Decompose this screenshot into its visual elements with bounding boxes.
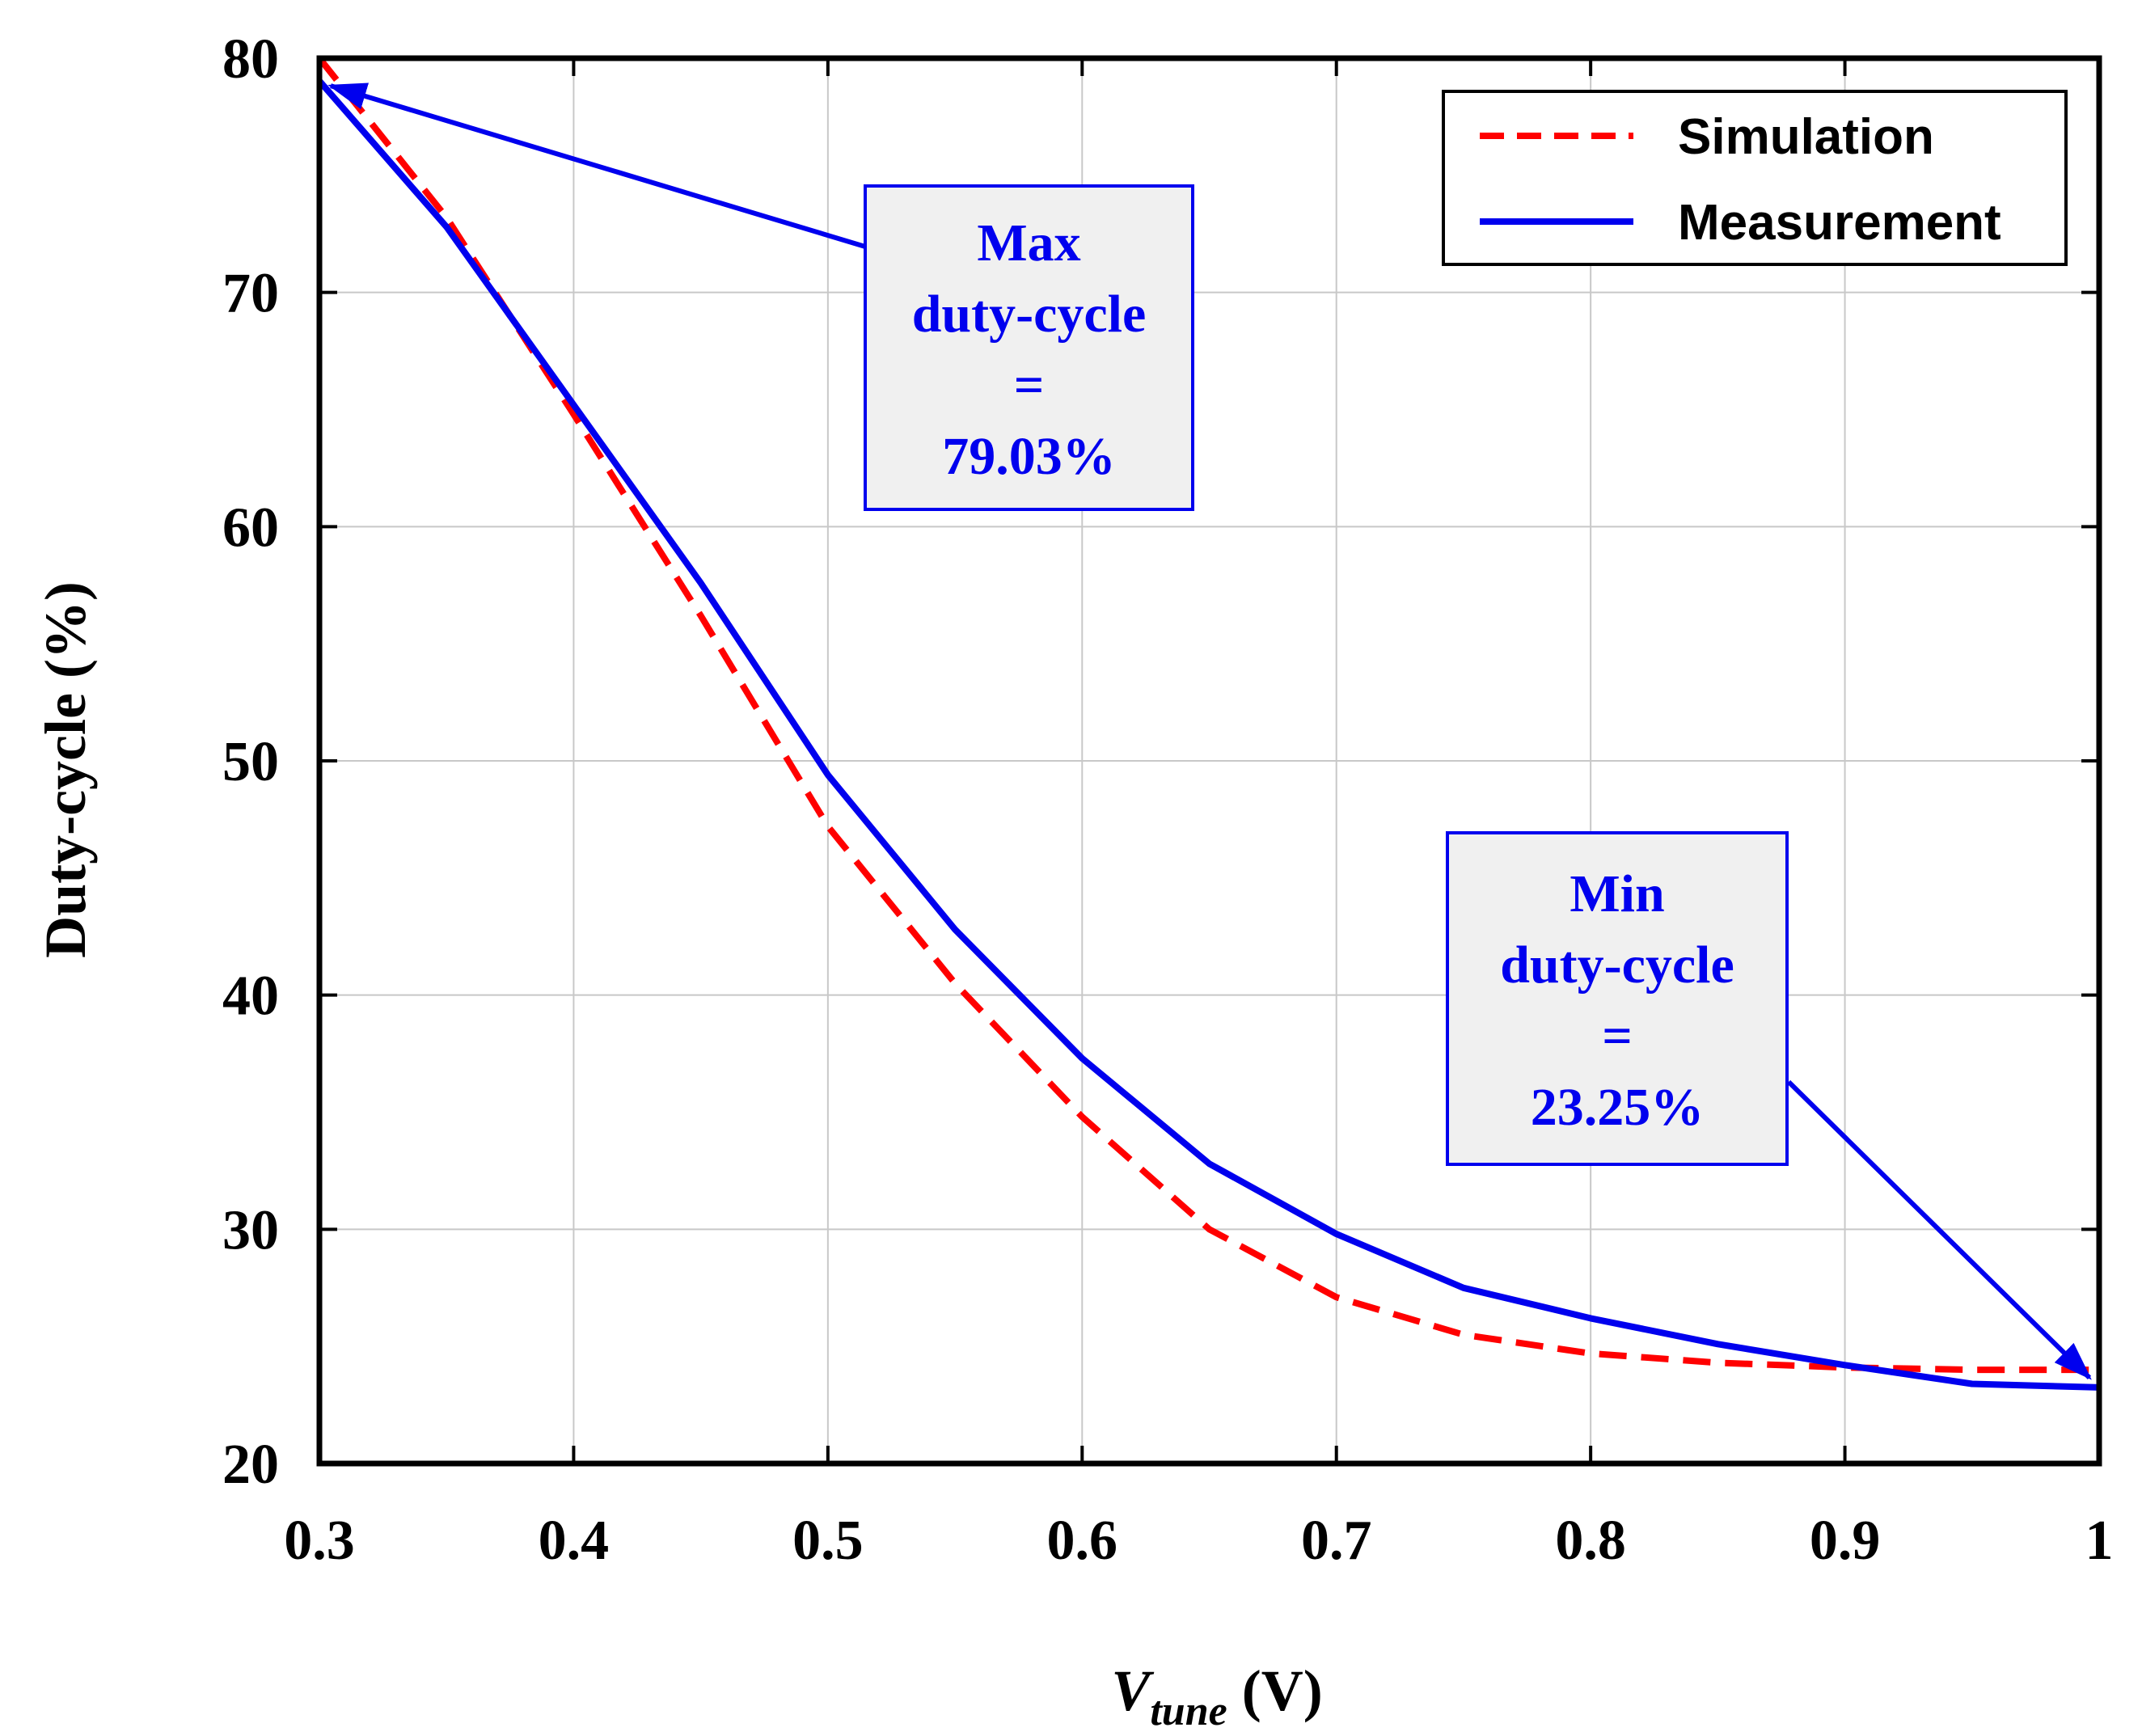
annotation-text-line: duty-cycle [912, 285, 1147, 344]
annotation-text-line: duty-cycle [1500, 936, 1734, 995]
annotation-min: Min duty-cycle = 23.25% [1446, 831, 2092, 1380]
y-tick-label: 30 [222, 1199, 279, 1261]
annotation-arrow [1786, 1079, 2092, 1380]
x-tick-label: 0.3 [284, 1510, 355, 1572]
y-tick-label: 50 [222, 731, 279, 793]
axis-ticks: 0.3 0.4 0.5 0.6 0.7 0.8 0.9 1 20 30 40 50 60 70 80 [222, 28, 2114, 1572]
x-axis-title-main: V [1111, 1658, 1154, 1723]
legend-label-measurement: Measurement [1678, 195, 2001, 251]
series-line-simulation [316, 56, 2099, 1374]
annotation-text-line: 23.25% [1531, 1078, 1705, 1137]
legend-box [1442, 90, 2068, 266]
x-tick-label: 1 [2085, 1510, 2114, 1572]
annotation-arrow [327, 82, 866, 249]
x-axis-title-unit: (V) [1227, 1658, 1323, 1723]
y-tick-label: 20 [222, 1434, 279, 1496]
annotation-max: Max duty-cycle = 79.03% [327, 82, 1194, 511]
x-tick-label: 0.8 [1555, 1510, 1626, 1572]
x-tick-label: 0.7 [1301, 1510, 1372, 1572]
x-tick-label: 0.4 [539, 1510, 610, 1572]
annotation-text-line: 79.03% [942, 427, 1116, 486]
legend-label-simulation: Simulation [1678, 109, 1934, 165]
y-axis-title: Duty-cycle (%) [33, 581, 98, 958]
x-axis-title: Vtune (V) [1111, 1658, 1322, 1734]
y-tick-label: 70 [222, 263, 279, 325]
annotation-box [864, 184, 1194, 511]
y-tick-label: 80 [222, 28, 279, 91]
annotation-box [1446, 831, 1789, 1166]
annotation-text-line: Min [1570, 864, 1664, 923]
annotation-text-line: = [1014, 356, 1045, 415]
grid-lines [319, 58, 2099, 1464]
series-line-measurement [316, 78, 2100, 1391]
y-tick-label: 60 [222, 496, 279, 559]
x-tick-label: 0.5 [792, 1510, 864, 1572]
y-tick-label: 40 [222, 965, 279, 1028]
x-tick-label: 0.9 [1810, 1510, 1881, 1572]
annotations: Max duty-cycle = 79.03% Min duty-cycle = 23.25% [327, 82, 2092, 1380]
series-lines [316, 56, 2100, 1391]
x-tick-label: 0.6 [1047, 1510, 1118, 1572]
annotation-text-line: = [1602, 1007, 1633, 1066]
annotation-text-line: Max [977, 213, 1080, 272]
legend: Simulation Measurement [1442, 90, 2068, 266]
x-axis-title-subscript: tune [1150, 1688, 1227, 1734]
